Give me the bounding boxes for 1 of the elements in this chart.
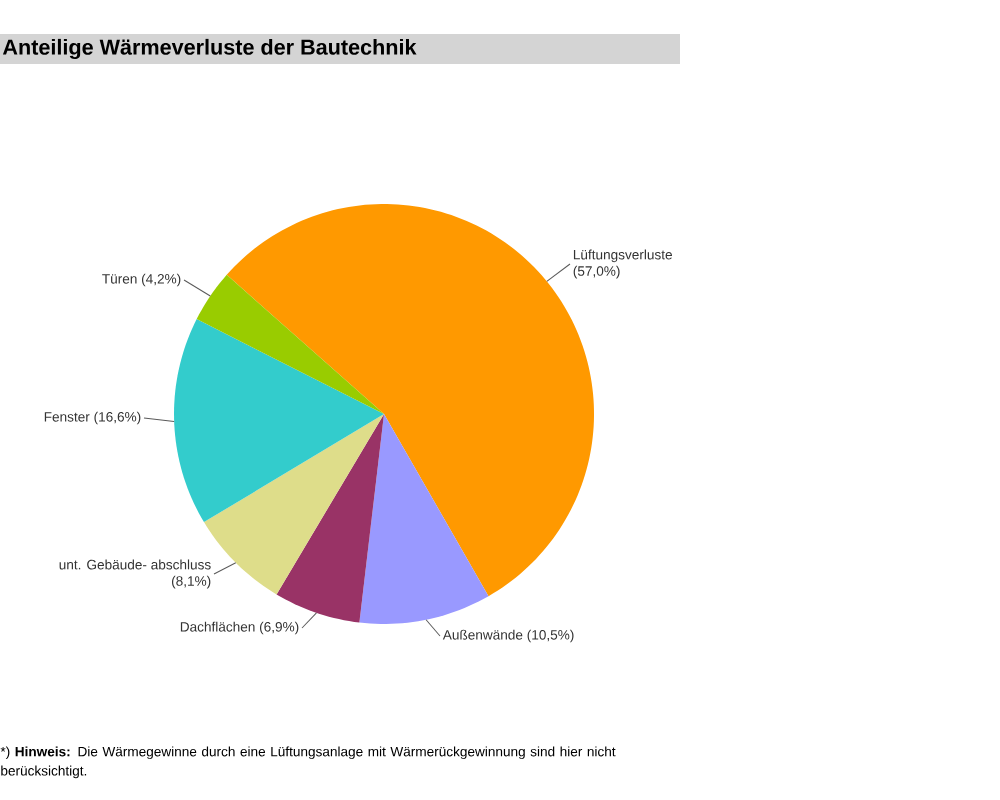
- chart-title: Anteilige Wärmeverluste der Bautechnik: [2, 38, 417, 60]
